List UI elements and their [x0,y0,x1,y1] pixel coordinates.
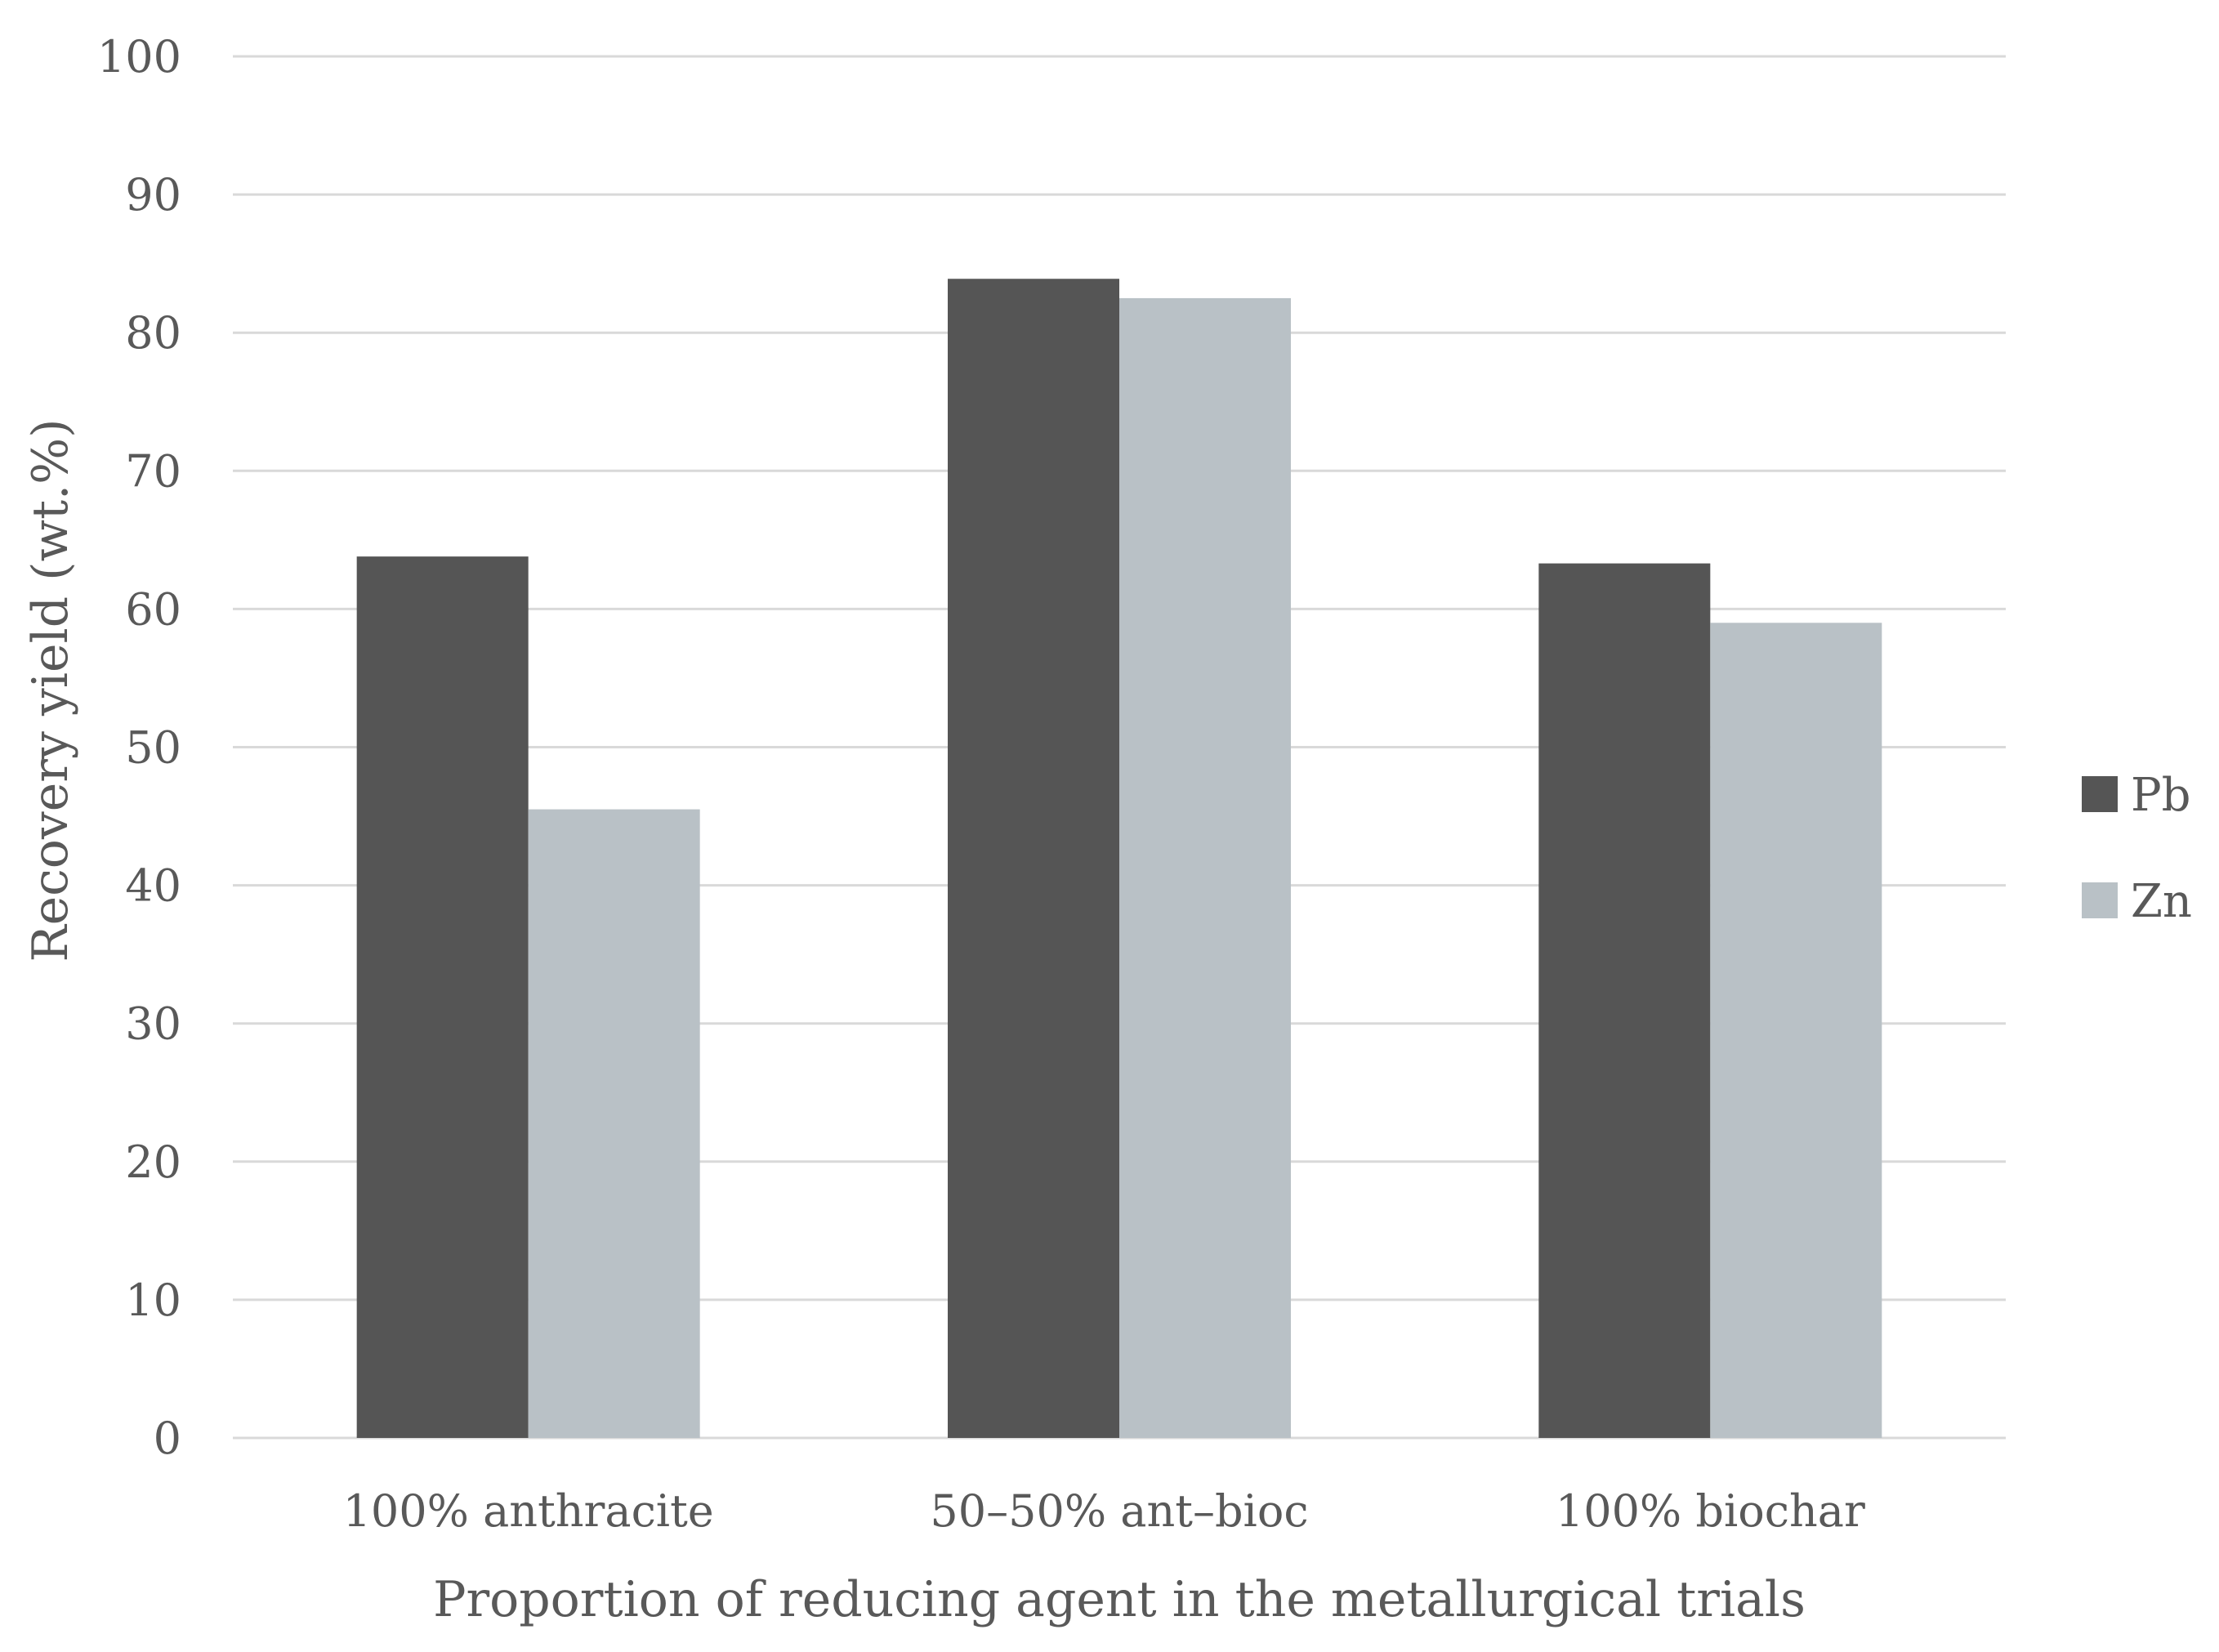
bars [356,279,1882,1439]
x-axis-title: Proportion of reducing agent in the meta… [433,1571,1806,1628]
y-tick-label: 10 [125,1275,181,1326]
x-tick-label: 50–50% ant–bioc [930,1485,1308,1537]
legend-label-zn: Zn [2131,875,2192,928]
legend-label-pb: Pb [2131,769,2191,822]
y-tick-label: 80 [125,307,181,359]
y-axis-ticks: 0 10 20 30 40 50 60 70 80 90 100 [97,31,181,1464]
bar-pb-2 [1538,563,1711,1439]
y-tick-label: 70 [125,445,181,497]
bar-pb-0 [356,556,529,1438]
legend: Pb Zn [2082,769,2192,928]
x-axis-ticks: 100% anthracite 50–50% ant–bioc 100% bioch… [343,1485,1865,1537]
y-tick-label: 90 [125,169,181,221]
y-tick-label: 20 [125,1136,181,1188]
x-tick-label: 100% biochar [1556,1485,1865,1537]
y-axis-title: Recovery yield (wt.%) [22,418,79,962]
y-tick-label: 0 [154,1413,181,1464]
legend-swatch-pb [2082,776,2118,812]
bar-zn-1 [1119,297,1291,1438]
legend-swatch-zn [2082,882,2118,918]
x-tick-label: 100% anthracite [343,1485,714,1537]
bar-zn-0 [528,809,700,1438]
bar-zn-2 [1710,623,1882,1438]
y-tick-label: 100 [97,31,181,83]
y-tick-label: 30 [125,998,181,1050]
bar-pb-1 [948,279,1119,1439]
y-tick-label: 60 [125,583,181,635]
y-tick-label: 40 [125,860,181,912]
y-tick-label: 50 [125,722,181,774]
